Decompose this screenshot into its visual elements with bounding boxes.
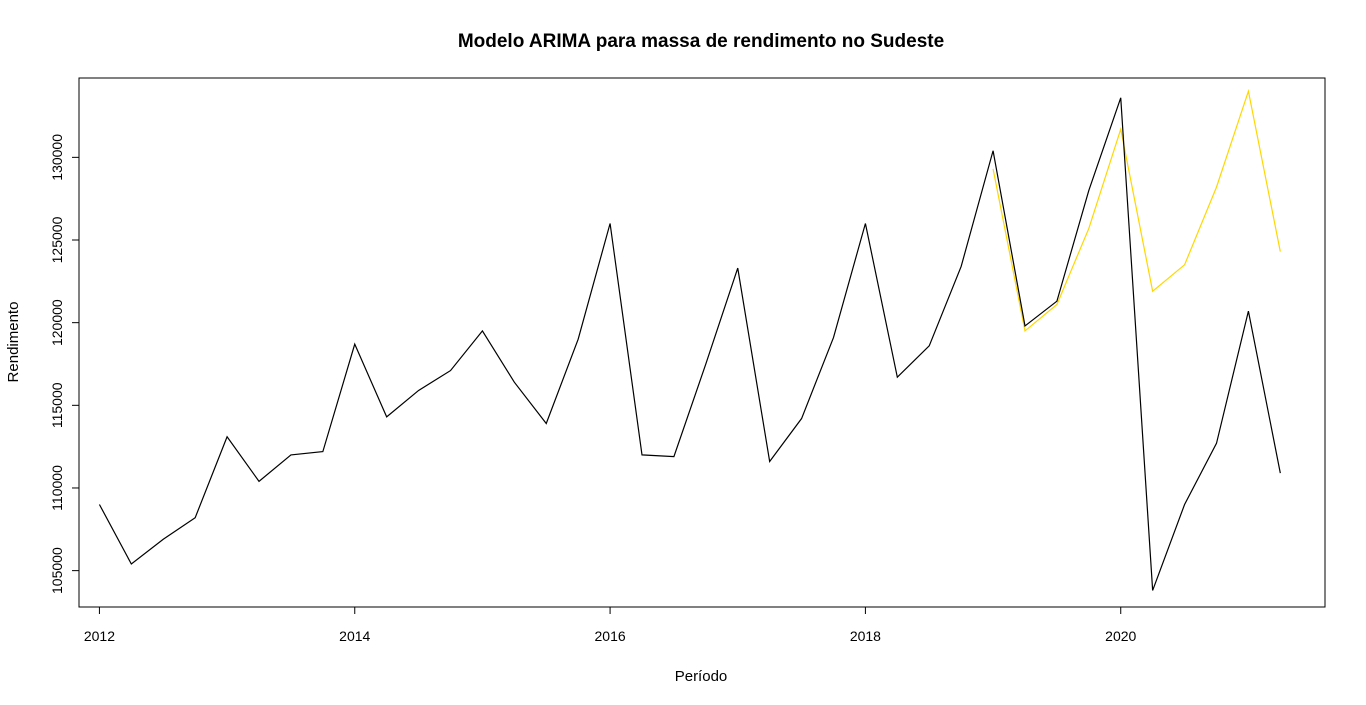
- y-tick-label: 125000: [49, 216, 65, 263]
- series-layer: [98, 88, 1281, 591]
- plot-frame: [78, 77, 1326, 608]
- x-tick-label: 2012: [84, 628, 115, 644]
- y-axis: 105000 110000 115000 120000 125000 130000: [49, 134, 80, 594]
- x-axis: 2012 2014 2016 2018 2020: [84, 606, 1137, 644]
- y-axis-label: Rendimento: [5, 302, 22, 383]
- x-tick-label: 2018: [850, 628, 881, 644]
- series-line-1: [98, 97, 1281, 591]
- chart-title: Modelo ARIMA para massa de rendimento no…: [458, 31, 944, 52]
- x-axis-label: Período: [675, 668, 728, 685]
- x-tick-label: 2016: [595, 628, 626, 644]
- y-tick-label: 115000: [49, 382, 65, 428]
- series-line-2: [992, 88, 1281, 333]
- y-tick-label: 130000: [49, 134, 65, 181]
- x-tick-label: 2014: [339, 628, 370, 644]
- y-tick-label: 110000: [49, 465, 65, 511]
- y-tick-label: 120000: [49, 299, 65, 346]
- x-tick-label: 2020: [1105, 628, 1136, 644]
- y-tick-label: 105000: [49, 547, 65, 594]
